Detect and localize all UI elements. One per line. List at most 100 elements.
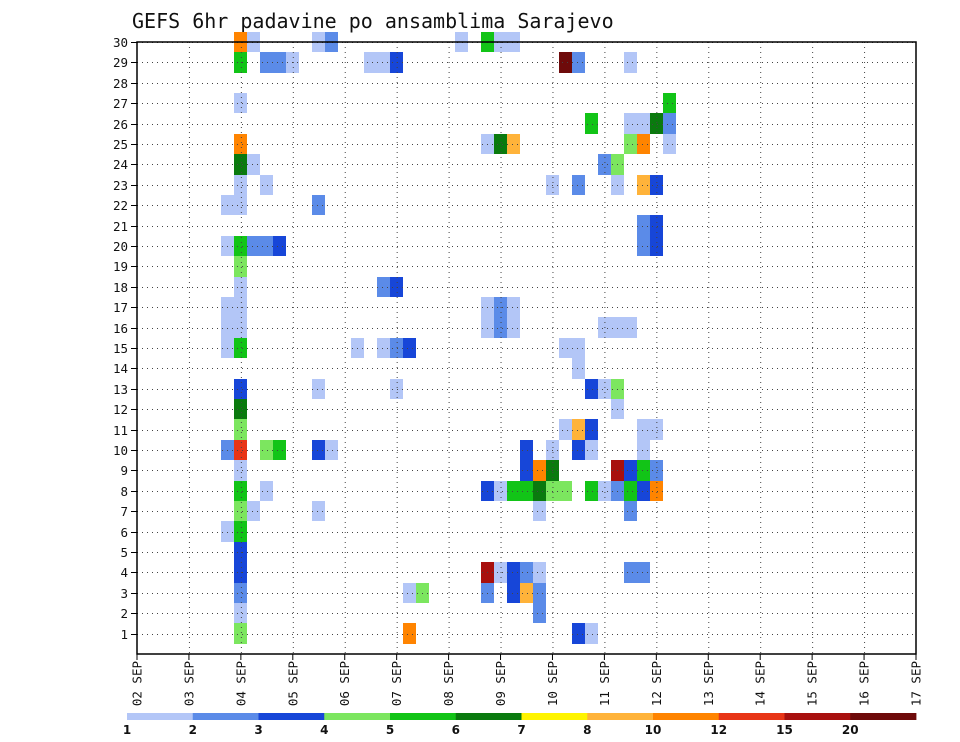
heatmap-cell <box>312 440 325 460</box>
heatmap-cell <box>533 460 546 481</box>
y-tick-label: 7 <box>120 504 128 519</box>
y-tick-label: 16 <box>113 321 128 336</box>
colorbar-label: 10 <box>645 723 662 737</box>
heatmap-cell <box>650 460 663 481</box>
heatmap-cell <box>494 481 507 501</box>
colorbar-swatch <box>127 713 194 720</box>
colorbar-swatch <box>850 713 917 720</box>
colorbar-label: 3 <box>254 723 262 737</box>
heatmap-cell <box>533 501 546 521</box>
heatmap-cell <box>234 195 247 215</box>
x-tick-label: 11 SEP <box>597 661 612 706</box>
heatmap-cell <box>234 419 247 440</box>
heatmap-cell <box>507 134 520 154</box>
x-tick-label: 10 SEP <box>545 661 560 706</box>
y-tick-label: 10 <box>113 443 128 458</box>
heatmap-cell <box>247 154 260 175</box>
x-tick-label: 07 SEP <box>389 661 404 706</box>
heatmap-cell <box>637 175 650 195</box>
y-tick-label: 17 <box>113 300 128 315</box>
x-tick-label: 03 SEP <box>181 661 196 706</box>
heatmap-cell <box>637 134 650 154</box>
y-tick-label: 27 <box>113 96 128 111</box>
heatmap-cell <box>234 154 247 175</box>
heatmap-cell <box>624 52 637 73</box>
heatmap-cell <box>234 583 247 603</box>
colorbar-swatch <box>390 713 457 720</box>
heatmap-cell <box>260 440 273 460</box>
heatmap-cell <box>533 562 546 583</box>
heatmap-cell <box>494 317 507 338</box>
heatmap-cell <box>234 440 247 460</box>
y-tick-label: 23 <box>113 178 128 193</box>
y-tick-label: 13 <box>113 382 128 397</box>
heatmap-cell <box>260 236 273 256</box>
heatmap-cell <box>507 481 520 501</box>
heatmap-cell <box>637 419 650 440</box>
grid-lines <box>137 42 916 654</box>
y-tick-label: 11 <box>113 423 128 438</box>
heatmap-cell <box>507 583 520 603</box>
y-tick-label: 1 <box>120 627 128 642</box>
heatmap-cell <box>403 338 416 358</box>
heatmap-cell <box>234 338 247 358</box>
heatmap-cell <box>247 236 260 256</box>
heatmap-cell <box>585 623 598 644</box>
colorbar-label: 12 <box>710 723 727 737</box>
heatmap-cell <box>234 52 247 73</box>
y-tick-label: 24 <box>113 157 128 172</box>
heatmap-cell <box>234 297 247 317</box>
colorbar-label: 4 <box>320 723 328 737</box>
heatmap-cell <box>624 501 637 521</box>
heatmap-cell <box>377 277 390 297</box>
heatmap-cell <box>234 399 247 419</box>
y-tick-label: 19 <box>113 259 128 274</box>
heatmap-cell <box>377 52 390 73</box>
x-tick-label: 14 SEP <box>753 661 768 706</box>
colorbar-swatch <box>521 713 588 720</box>
y-tick-label: 20 <box>113 239 128 254</box>
heatmap-cell <box>559 481 572 501</box>
colorbar-swatch <box>455 713 522 720</box>
heatmap-cell <box>559 52 572 73</box>
heatmap-cell <box>234 277 247 297</box>
heatmap-cell <box>221 317 234 338</box>
heatmap-cell <box>247 501 260 521</box>
y-tick-label: 26 <box>113 117 128 132</box>
heatmap-cell <box>234 501 247 521</box>
heatmap-cell <box>325 440 338 460</box>
heatmap-cell <box>624 562 637 583</box>
y-tick-label: 21 <box>113 219 128 234</box>
heatmap-cell <box>234 542 247 562</box>
heatmap-cell <box>637 460 650 481</box>
x-tick-label: 04 SEP <box>233 661 248 706</box>
heatmap-cell <box>572 419 585 440</box>
heatmap-cell <box>377 338 390 358</box>
heatmap-cell <box>585 379 598 399</box>
colorbar-label: 2 <box>189 723 197 737</box>
heatmap-cell <box>572 440 585 460</box>
y-tick-label: 2 <box>120 606 128 621</box>
heatmap-cell <box>234 317 247 338</box>
heatmap-cell <box>598 154 611 175</box>
x-tick-label: 02 SEP <box>130 661 145 706</box>
y-tick-label: 14 <box>113 361 128 376</box>
heatmap-cell <box>637 236 650 256</box>
heatmap-cell <box>572 358 585 379</box>
heatmap-cell <box>273 236 286 256</box>
heatmap-cell <box>650 113 663 134</box>
heatmap-cell <box>533 481 546 501</box>
heatmap-cell <box>234 236 247 256</box>
heatmap-cell <box>390 338 403 358</box>
heatmap-cell <box>624 481 637 501</box>
heatmap-cell <box>572 623 585 644</box>
colorbar-label: 6 <box>452 723 460 737</box>
heatmap-cell <box>221 521 234 542</box>
colorbar-swatch <box>718 713 785 720</box>
heatmap-cell <box>637 215 650 236</box>
heatmap-cell <box>585 440 598 460</box>
colorbar-swatch <box>192 713 259 720</box>
heatmap-cell <box>520 440 533 460</box>
heatmap-cell <box>559 419 572 440</box>
heatmap-cell <box>234 175 247 195</box>
